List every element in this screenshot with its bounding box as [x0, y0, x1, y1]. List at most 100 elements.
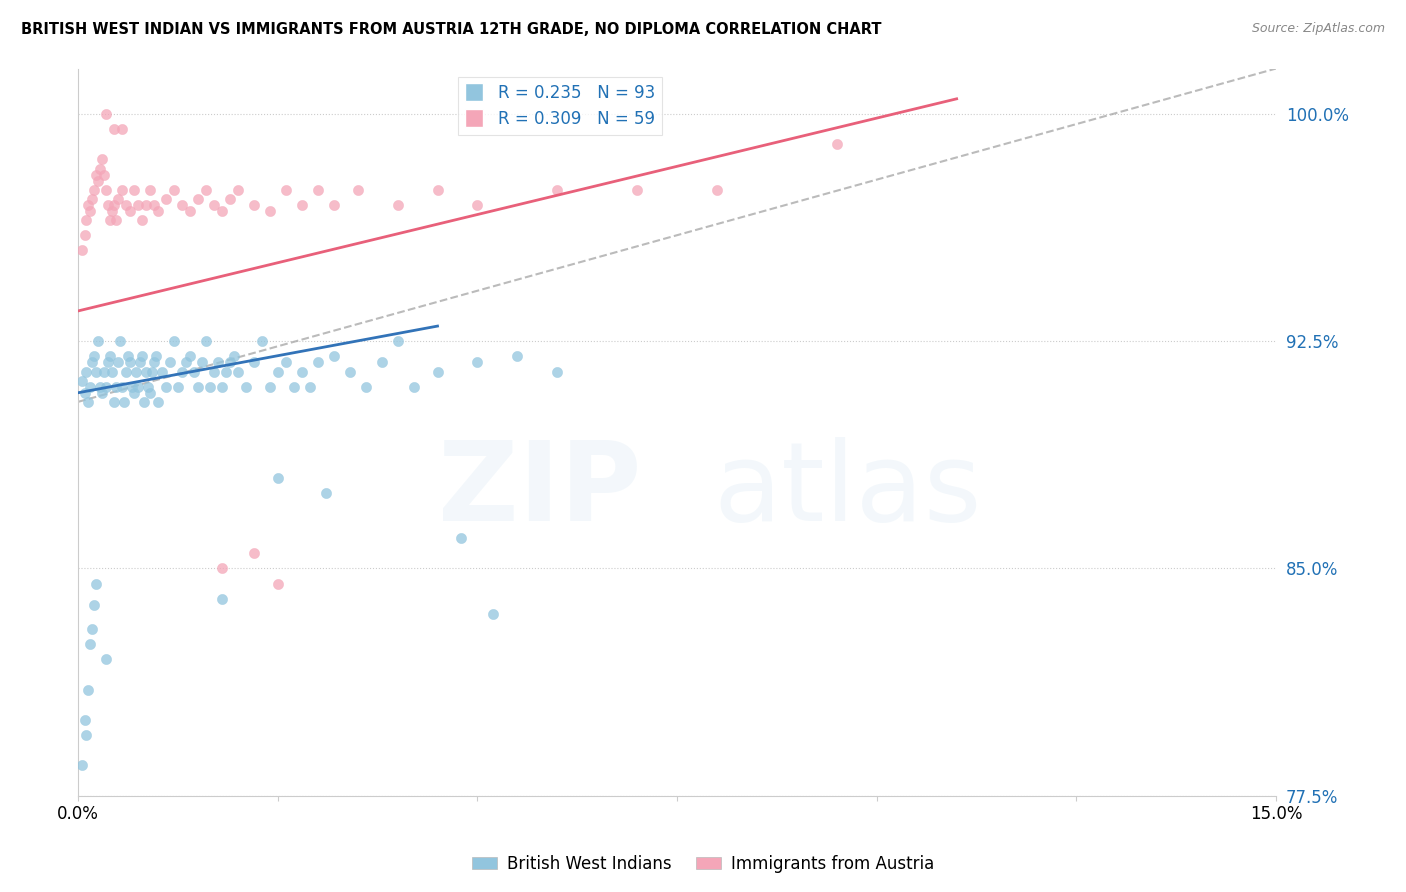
Text: BRITISH WEST INDIAN VS IMMIGRANTS FROM AUSTRIA 12TH GRADE, NO DIPLOMA CORRELATIO: BRITISH WEST INDIAN VS IMMIGRANTS FROM A…	[21, 22, 882, 37]
Point	[75, 728, 97, 742]
Point	[131, 350, 153, 364]
Point	[159, 355, 181, 369]
Point	[83, 598, 105, 612]
Point	[546, 183, 568, 197]
Point	[139, 385, 162, 400]
Point	[91, 385, 114, 400]
Point	[91, 153, 114, 167]
Point	[79, 203, 101, 218]
Point	[183, 365, 205, 379]
Point	[73, 713, 96, 727]
Point	[218, 192, 240, 206]
Point	[146, 394, 169, 409]
Point	[211, 561, 233, 575]
Point	[111, 380, 134, 394]
Point	[87, 334, 110, 349]
Point	[250, 334, 273, 349]
Point	[84, 365, 107, 379]
Point	[354, 380, 377, 394]
Point	[108, 334, 131, 349]
Point	[127, 380, 149, 394]
Point	[322, 350, 344, 364]
Point	[73, 385, 96, 400]
Point	[467, 198, 489, 212]
Point	[117, 350, 139, 364]
Point	[76, 394, 98, 409]
Point	[243, 198, 266, 212]
Point	[75, 365, 97, 379]
Point	[243, 355, 266, 369]
Point	[146, 203, 169, 218]
Point	[274, 183, 297, 197]
Point	[194, 334, 217, 349]
Point	[482, 607, 505, 621]
Point	[115, 198, 138, 212]
Point	[291, 365, 314, 379]
Point	[546, 365, 568, 379]
Point	[132, 394, 155, 409]
Point	[111, 183, 134, 197]
Point	[215, 365, 238, 379]
Point	[346, 183, 368, 197]
Point	[291, 198, 314, 212]
Point	[115, 365, 138, 379]
Point	[179, 203, 201, 218]
Point	[167, 380, 190, 394]
Point	[426, 365, 449, 379]
Point	[187, 380, 209, 394]
Point	[402, 380, 425, 394]
Point	[98, 213, 121, 227]
Point	[89, 380, 111, 394]
Point	[139, 183, 162, 197]
Point	[274, 355, 297, 369]
Point	[267, 470, 290, 484]
Point	[143, 198, 166, 212]
Point	[94, 107, 117, 121]
Point	[73, 228, 96, 243]
Point	[298, 380, 321, 394]
Point	[111, 122, 134, 136]
Point	[222, 350, 245, 364]
Point	[70, 374, 93, 388]
Point	[207, 355, 229, 369]
Point	[83, 350, 105, 364]
Point	[84, 576, 107, 591]
Point	[426, 183, 449, 197]
Point	[131, 213, 153, 227]
Point	[82, 192, 104, 206]
Point	[387, 334, 409, 349]
Text: Source: ZipAtlas.com: Source: ZipAtlas.com	[1251, 22, 1385, 36]
Point	[100, 365, 122, 379]
Point	[450, 531, 472, 545]
Point	[135, 365, 157, 379]
Point	[150, 365, 173, 379]
Point	[163, 334, 186, 349]
Point	[103, 122, 125, 136]
Point	[283, 380, 305, 394]
Point	[83, 183, 105, 197]
Point	[121, 380, 143, 394]
Point	[198, 380, 221, 394]
Point	[155, 192, 177, 206]
Point	[103, 198, 125, 212]
Point	[107, 355, 129, 369]
Point	[124, 365, 146, 379]
Point	[100, 203, 122, 218]
Point	[339, 365, 361, 379]
Point	[82, 622, 104, 636]
Point	[235, 380, 257, 394]
Point	[84, 168, 107, 182]
Point	[94, 380, 117, 394]
Point	[259, 380, 281, 394]
Point	[315, 485, 337, 500]
Point	[105, 213, 128, 227]
Text: ZIP: ZIP	[437, 437, 641, 544]
Point	[307, 355, 329, 369]
Point	[179, 350, 201, 364]
Point	[187, 192, 209, 206]
Point	[506, 350, 529, 364]
Point	[202, 365, 225, 379]
Point	[387, 198, 409, 212]
Point	[467, 355, 489, 369]
Point	[170, 198, 193, 212]
